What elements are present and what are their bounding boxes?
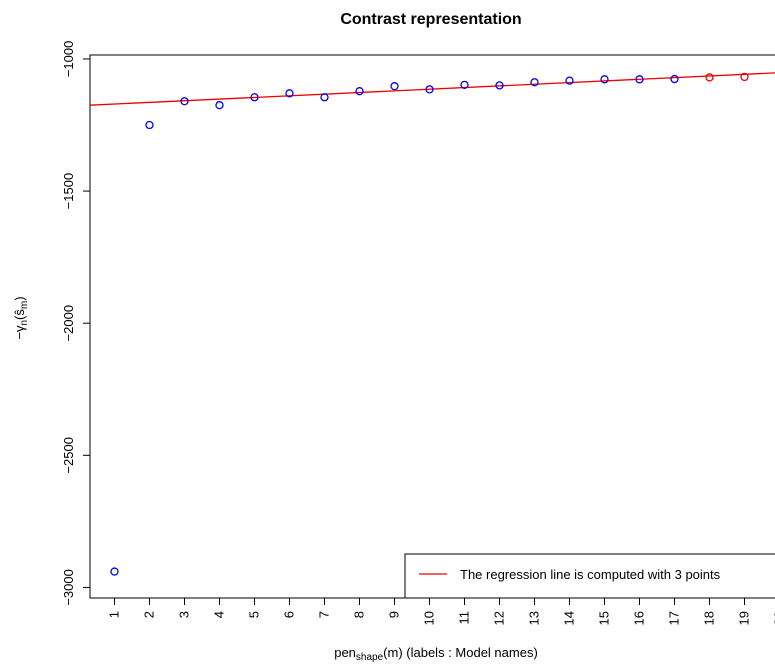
x-tick-label: 8 bbox=[352, 611, 367, 618]
x-tick-label: 18 bbox=[702, 611, 717, 625]
data-point bbox=[390, 82, 399, 91]
data-point bbox=[635, 75, 644, 84]
x-tick-label: 10 bbox=[422, 611, 437, 625]
data-point bbox=[250, 93, 259, 102]
data-point bbox=[355, 87, 364, 96]
x-tick-label: 20 bbox=[772, 611, 775, 625]
y-label-sub2: m bbox=[19, 301, 30, 309]
x-tick-label: 1 bbox=[107, 611, 122, 618]
x-tick-label: 4 bbox=[212, 611, 227, 618]
x-label-subscript: shape bbox=[356, 652, 384, 663]
x-tick-label: 2 bbox=[142, 611, 157, 618]
plot-frame bbox=[89, 54, 775, 599]
data-point bbox=[145, 120, 154, 130]
x-label-suffix: (m) (labels : Model names) bbox=[383, 645, 538, 660]
data-point bbox=[320, 93, 329, 102]
legend-label: The regression line is computed with 3 p… bbox=[460, 567, 721, 582]
y-label-mid: (ŝ bbox=[12, 309, 27, 320]
data-point bbox=[565, 76, 574, 85]
y-tick-label: −1000 bbox=[61, 41, 76, 78]
data-point bbox=[425, 85, 434, 94]
regression-point bbox=[740, 72, 749, 82]
x-tick-label: 15 bbox=[597, 611, 612, 625]
chart-title: Contrast representation bbox=[340, 11, 521, 28]
regression-line-group bbox=[89, 72, 775, 106]
data-point bbox=[670, 74, 679, 84]
y-label-tail: ) bbox=[12, 296, 27, 300]
y-axis-label: −γn(ŝm) bbox=[12, 296, 30, 339]
y-label-sub: n bbox=[19, 320, 30, 326]
y-tick-label: −3000 bbox=[61, 569, 76, 606]
y-axis: −1000 −1500 −2000 −2500 −3000 bbox=[61, 41, 90, 606]
x-tick-label: 11 bbox=[457, 611, 472, 625]
x-tick-label: 9 bbox=[387, 611, 402, 618]
y-tick-label: −2000 bbox=[61, 305, 76, 342]
data-point bbox=[495, 81, 504, 90]
regression-line bbox=[89, 72, 775, 106]
data-point bbox=[460, 80, 469, 90]
legend-box bbox=[404, 553, 775, 599]
x-tick-label: 13 bbox=[527, 611, 542, 625]
x-tick-label: 14 bbox=[562, 611, 577, 625]
data-point bbox=[110, 567, 119, 576]
data-point bbox=[180, 97, 189, 106]
data-point bbox=[530, 78, 539, 87]
x-tick-label: 7 bbox=[317, 611, 332, 618]
y-tick-label: −2500 bbox=[61, 437, 76, 474]
data-points bbox=[110, 72, 749, 576]
data-point bbox=[215, 101, 224, 110]
data-point bbox=[600, 75, 609, 84]
y-tick-label: −1500 bbox=[61, 173, 76, 210]
y-label-lead: −γ bbox=[12, 325, 27, 340]
x-tick-label: 19 bbox=[737, 611, 752, 625]
x-tick-label: 12 bbox=[492, 611, 507, 625]
x-axis: 1 2 3 4 5 6 7 8 9 10 11 12 13 14 15 16 17 18 19 20 bbox=[107, 598, 775, 625]
legend: The regression line is computed with 3 p… bbox=[404, 553, 775, 599]
x-tick-label: 3 bbox=[177, 611, 192, 618]
x-axis-label: penshape(m) (labels : Model names) bbox=[334, 645, 538, 663]
x-tick-label: 17 bbox=[667, 611, 682, 625]
x-tick-label: 6 bbox=[282, 611, 297, 618]
regression-point bbox=[705, 73, 714, 82]
x-tick-label: 16 bbox=[632, 611, 647, 625]
x-tick-label: 5 bbox=[247, 611, 262, 618]
data-point bbox=[285, 89, 294, 98]
x-label-prefix: pen bbox=[334, 645, 356, 660]
